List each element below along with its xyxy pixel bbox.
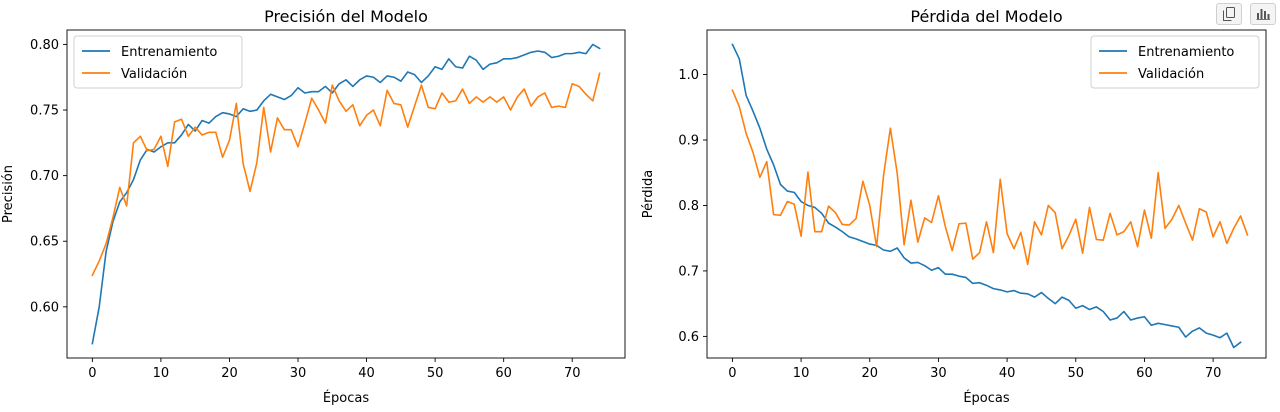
x-tick-label: 20 (861, 366, 878, 381)
x-tick-label: 70 (564, 366, 581, 381)
y-axis-label: Pérdida (641, 170, 656, 219)
y-tick-label: 0.6 (678, 330, 699, 345)
y-tick-label: 0.7 (678, 264, 699, 279)
y-tick-label: 0.60 (30, 300, 59, 315)
legend: Entrenamiento Validación (73, 35, 243, 89)
series-line-train (731, 43, 1242, 349)
x-tick-label: 20 (221, 366, 238, 381)
x-tick-label: 0 (88, 366, 96, 381)
chart-1: 0 10 20 30 40 50 60 70 0.60 0.65 0.70 0.75 0.80 Preci… (1, 7, 626, 406)
x-tick-label: 50 (427, 366, 444, 381)
y-tick-label: 0.65 (30, 235, 59, 250)
y-tick-label: 0.80 (30, 38, 59, 53)
x-tick-label: 40 (358, 366, 375, 381)
series-line-val (731, 89, 1249, 266)
x-tick-label: 10 (153, 366, 170, 381)
chart-2: 0 10 20 30 40 50 60 70 0.6 0.7 0.8 0.9 1.0 Pérdida de… (641, 7, 1267, 406)
legend-box (73, 35, 243, 89)
plot-frame (706, 29, 1267, 359)
x-tick-label: 30 (930, 366, 947, 381)
chart-title: Precisión del Modelo (264, 7, 428, 26)
x-tick-label: 0 (728, 366, 736, 381)
legend-label-val: Validación (1138, 67, 1204, 82)
copy-button[interactable] (1216, 3, 1242, 25)
x-axis-label: Épocas (963, 390, 1010, 406)
y-tick-label: 1.0 (678, 68, 699, 83)
y-tick-label: 0.70 (30, 169, 59, 184)
y-tick-label: 0.8 (678, 199, 699, 214)
bar-chart-icon (1256, 9, 1270, 20)
x-tick-label: 40 (999, 366, 1016, 381)
copy-icon (1223, 7, 1235, 21)
y-tick-label: 0.9 (678, 133, 699, 148)
x-tick-label: 60 (495, 366, 512, 381)
legend-label-train: Entrenamiento (1138, 45, 1234, 60)
legend: Entrenamiento Validación (1090, 35, 1260, 89)
output-toolbar (1216, 3, 1276, 25)
series-line-train (91, 43, 601, 345)
x-tick-label: 10 (793, 366, 810, 381)
y-tick-label: 0.75 (30, 104, 59, 119)
chart-title: Pérdida del Modelo (910, 7, 1062, 26)
x-tick-label: 70 (1205, 366, 1222, 381)
series-line-val (91, 72, 601, 277)
legend-label-train: Entrenamiento (121, 45, 217, 60)
legend-label-val: Validación (121, 67, 187, 82)
x-tick-label: 50 (1068, 366, 1085, 381)
plot-frame (66, 29, 626, 359)
y-axis-label: Precisión (1, 165, 16, 223)
chart-view-button[interactable] (1250, 3, 1276, 25)
x-tick-label: 60 (1136, 366, 1153, 381)
x-tick-label: 30 (290, 366, 307, 381)
legend-box (1090, 35, 1260, 89)
x-axis-label: Épocas (323, 390, 370, 406)
